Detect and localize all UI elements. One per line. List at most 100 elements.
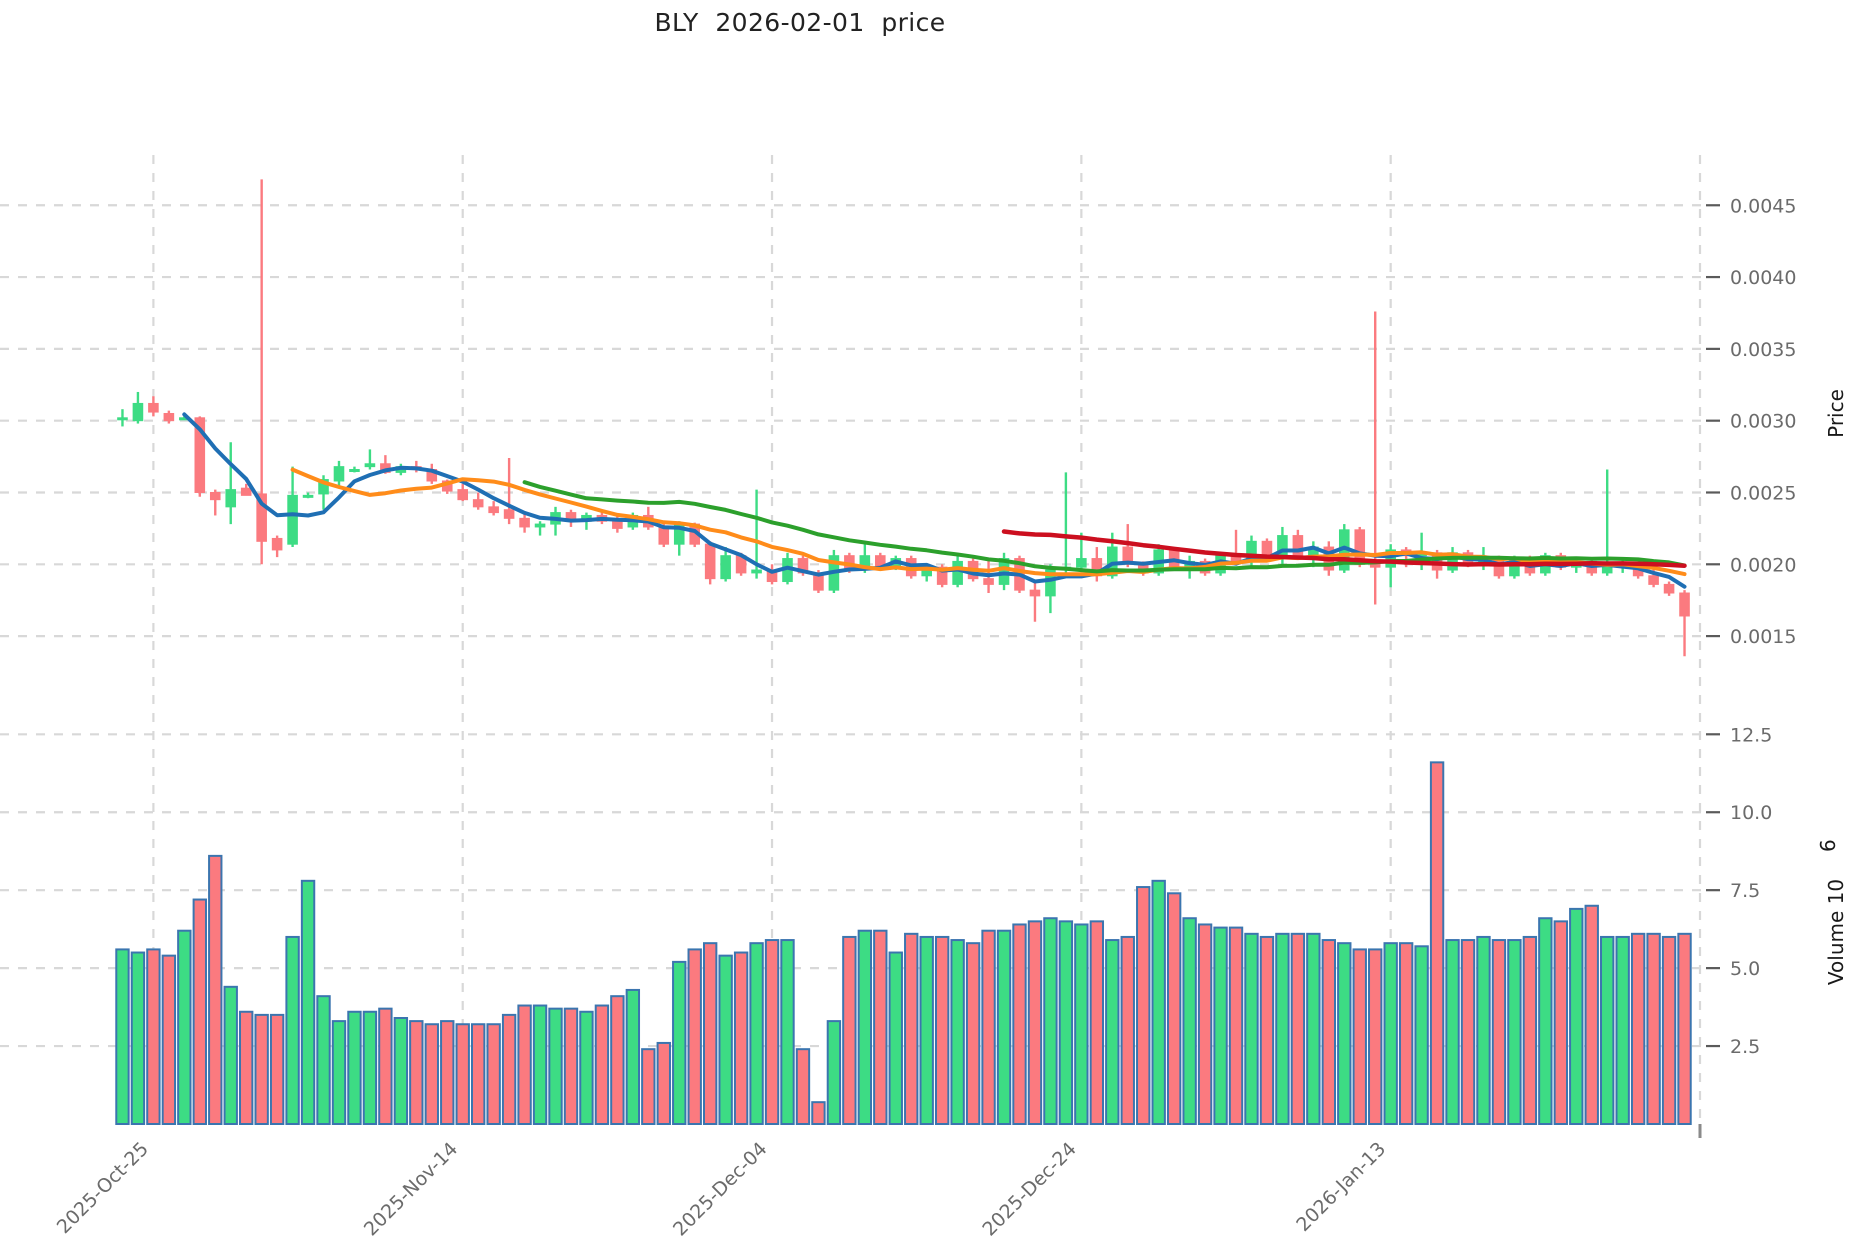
volume-bar xyxy=(1244,932,1259,1126)
volume-bar xyxy=(579,1010,594,1125)
volume-bar xyxy=(1569,907,1584,1125)
volume-bar xyxy=(965,942,981,1125)
volume-bar xyxy=(440,1020,455,1126)
volume-bar xyxy=(563,1007,579,1125)
volume-bar xyxy=(208,854,223,1125)
candle-body xyxy=(148,402,159,413)
ma-line-orange xyxy=(290,467,1687,577)
volume-bar xyxy=(1166,892,1182,1126)
volume-bar xyxy=(1182,917,1197,1125)
candle-body xyxy=(1292,535,1304,557)
volume-bar xyxy=(718,954,733,1125)
volume-bar xyxy=(1600,935,1615,1125)
candle-body xyxy=(287,494,298,545)
volume-bar xyxy=(950,939,965,1126)
price-axis-label: Price xyxy=(1824,389,1848,438)
candle-body xyxy=(519,517,530,528)
price-tick-label: 0.0015 xyxy=(1730,626,1796,648)
volume-bar xyxy=(1445,939,1460,1126)
volume-bar xyxy=(1630,932,1646,1126)
price-tick-label: 0.0025 xyxy=(1730,482,1796,504)
volume-bar xyxy=(1213,926,1228,1126)
volume-bar xyxy=(1553,920,1568,1126)
volume-bar xyxy=(1476,935,1491,1125)
volume-tick-label: 2.5 xyxy=(1730,1036,1760,1058)
volume-bar xyxy=(1615,935,1630,1125)
volume-bar xyxy=(919,935,934,1125)
candle-body xyxy=(117,417,128,421)
volume-bar xyxy=(873,929,888,1125)
ma-line-green xyxy=(522,480,1687,574)
candle-body xyxy=(1663,583,1675,594)
volume-bar xyxy=(517,1004,532,1126)
volume-bar xyxy=(1259,935,1275,1125)
volume-bar xyxy=(1012,923,1027,1125)
volume-bar xyxy=(1337,942,1352,1125)
volume-bar xyxy=(1074,923,1089,1125)
volume-bar xyxy=(1352,948,1367,1125)
volume-bar xyxy=(733,951,749,1125)
volume-bar xyxy=(1677,932,1692,1126)
price-tick-label: 0.0020 xyxy=(1730,554,1796,576)
volume-bar xyxy=(316,995,331,1125)
candle-body xyxy=(1601,566,1613,574)
volume-bar xyxy=(641,1048,656,1126)
candle-body xyxy=(936,566,948,585)
volume-bar xyxy=(1383,942,1398,1125)
volume-bar xyxy=(486,1023,501,1126)
volume-axis-label: Volume 10 6 xyxy=(1816,839,1848,985)
candle-body xyxy=(256,493,267,542)
candle-body xyxy=(132,402,144,422)
candle-body xyxy=(1029,589,1041,597)
volume-bar xyxy=(347,1010,362,1125)
candle-body xyxy=(194,417,206,493)
volume-bar xyxy=(1089,920,1105,1126)
candle-body xyxy=(751,569,762,574)
volume-bar xyxy=(1120,935,1135,1125)
volume-bar xyxy=(532,1004,548,1126)
candle-body xyxy=(364,463,376,468)
volume-bar xyxy=(1136,886,1151,1126)
volume-bar xyxy=(687,948,702,1125)
candle-body xyxy=(534,523,546,528)
volume-bar xyxy=(795,1048,811,1126)
volume-bar xyxy=(1105,939,1120,1126)
volume-bar xyxy=(934,935,950,1125)
volume-bar xyxy=(455,1023,470,1126)
volume-bar xyxy=(842,935,857,1125)
volume-bar xyxy=(1414,945,1429,1126)
date-tick-label: 2026-Jan-13 xyxy=(1292,1138,1390,1236)
volume-axis-label-text: Volume 10 xyxy=(1824,879,1848,985)
volume-bar xyxy=(749,942,764,1125)
volume-bar xyxy=(285,935,300,1125)
price-tick-label: 0.0030 xyxy=(1730,411,1796,433)
volume-bar xyxy=(177,929,192,1125)
volume-bar xyxy=(764,939,780,1126)
candle-body xyxy=(488,506,499,514)
candle-body xyxy=(349,469,360,473)
volume-bar xyxy=(1306,932,1321,1126)
volume-bar xyxy=(1538,917,1553,1125)
volume-bar xyxy=(1228,926,1244,1126)
candle-body xyxy=(209,491,221,501)
volume-bar xyxy=(192,898,207,1125)
volume-bar xyxy=(625,988,641,1125)
candle-body xyxy=(952,560,963,585)
price-tick-label: 0.0035 xyxy=(1730,339,1796,361)
candle-body xyxy=(472,499,484,508)
volume-bar xyxy=(254,1013,269,1125)
volume-bar xyxy=(409,1020,424,1126)
volume-bar xyxy=(161,954,177,1125)
volume-bar xyxy=(1661,935,1677,1125)
candle-body xyxy=(271,537,283,551)
volume-tick-label: 5.0 xyxy=(1730,958,1760,980)
volume-bar xyxy=(702,942,718,1125)
volume-bar xyxy=(501,1013,517,1125)
volume-bar xyxy=(424,1023,439,1126)
volume-bar xyxy=(780,939,795,1126)
candle-body xyxy=(503,509,515,519)
volume-bar xyxy=(146,948,161,1125)
volume-bar xyxy=(300,879,316,1126)
candle-body xyxy=(225,489,237,508)
volume-tick-label: 10.0 xyxy=(1730,802,1772,824)
